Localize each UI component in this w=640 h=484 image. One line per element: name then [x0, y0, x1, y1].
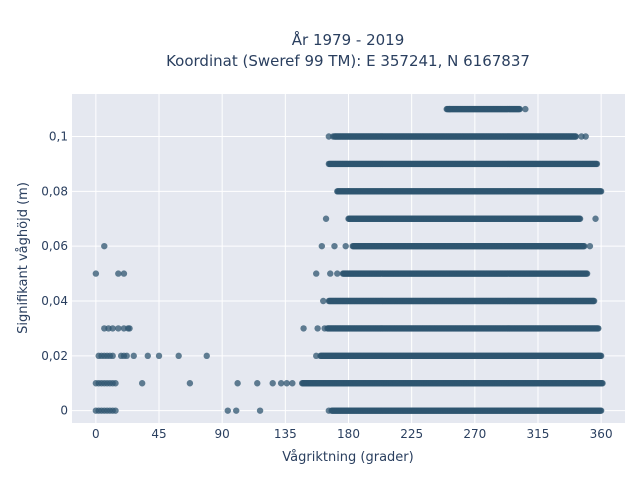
x-axis-label: Vågriktning (grader) — [282, 450, 413, 465]
data-point — [572, 133, 580, 140]
data-point — [126, 325, 133, 332]
data-point — [593, 160, 601, 168]
data-point — [331, 242, 338, 250]
data-point — [590, 297, 598, 305]
data-point — [599, 380, 606, 387]
data-point — [120, 270, 128, 277]
data-point — [175, 352, 182, 360]
data-point — [321, 325, 328, 332]
data-point — [522, 105, 529, 113]
data-point — [597, 407, 605, 414]
data-points — [92, 105, 606, 414]
data-point — [289, 380, 296, 387]
data-point — [313, 270, 320, 277]
x-tick-label: 360 — [590, 427, 613, 441]
data-point — [334, 270, 341, 277]
y-tick-label: 0,04 — [41, 294, 68, 308]
data-point — [342, 242, 349, 250]
data-point — [109, 352, 116, 360]
x-tick-label: 0 — [92, 427, 100, 441]
data-point — [313, 352, 320, 360]
data-point — [329, 133, 337, 140]
chart-title-line-2: Koordinat (Sweref 99 TM): E 357241, N 61… — [166, 52, 530, 70]
y-tick-label: 0,02 — [41, 349, 68, 363]
data-point — [325, 407, 333, 414]
data-point — [516, 105, 523, 113]
data-point — [115, 270, 122, 277]
data-point — [269, 380, 276, 387]
data-point — [138, 380, 146, 387]
data-point — [586, 242, 594, 250]
data-point — [597, 188, 605, 195]
data-point — [283, 380, 290, 387]
y-tick-label: 0,06 — [41, 239, 68, 253]
data-point — [256, 407, 264, 414]
y-tick-label: 0,1 — [49, 129, 68, 143]
data-point — [203, 352, 210, 360]
data-point — [576, 215, 584, 222]
data-point — [314, 325, 321, 332]
data-point — [318, 242, 326, 250]
x-tick-label: 135 — [274, 427, 297, 441]
data-point — [595, 352, 602, 360]
data-point — [155, 352, 163, 360]
data-point — [345, 188, 352, 195]
data-point — [322, 215, 330, 222]
data-point — [327, 270, 334, 277]
data-point — [186, 380, 194, 387]
data-point — [112, 407, 119, 414]
data-point — [581, 242, 588, 250]
data-point — [254, 380, 261, 387]
data-point — [109, 325, 116, 332]
data-point — [320, 297, 327, 305]
data-point — [582, 133, 589, 140]
y-tick-label: 0 — [60, 404, 68, 418]
data-point — [300, 325, 307, 332]
x-tick-label: 225 — [400, 427, 423, 441]
data-point — [224, 407, 231, 414]
x-tick-label: 180 — [337, 427, 360, 441]
data-point — [130, 352, 137, 360]
y-tick-label: 0,08 — [41, 184, 68, 198]
data-point — [115, 325, 122, 332]
x-tick-label: 315 — [527, 427, 550, 441]
data-point — [233, 407, 240, 414]
x-tick-label: 45 — [151, 427, 166, 441]
x-tick-label: 90 — [215, 427, 230, 441]
data-point — [112, 380, 119, 387]
data-point — [446, 105, 453, 113]
data-point — [592, 215, 599, 222]
x-tick-label: 270 — [463, 427, 486, 441]
chart-title-line-1: År 1979 - 2019 — [292, 30, 405, 49]
data-point — [595, 325, 602, 332]
data-point — [123, 352, 130, 360]
data-point — [144, 352, 151, 360]
data-point — [583, 270, 591, 277]
data-point — [101, 242, 108, 250]
data-point — [92, 270, 100, 277]
y-axis-label: Signifikant våghöjd (m) — [16, 182, 31, 334]
data-point — [277, 380, 285, 387]
data-point — [234, 380, 241, 387]
